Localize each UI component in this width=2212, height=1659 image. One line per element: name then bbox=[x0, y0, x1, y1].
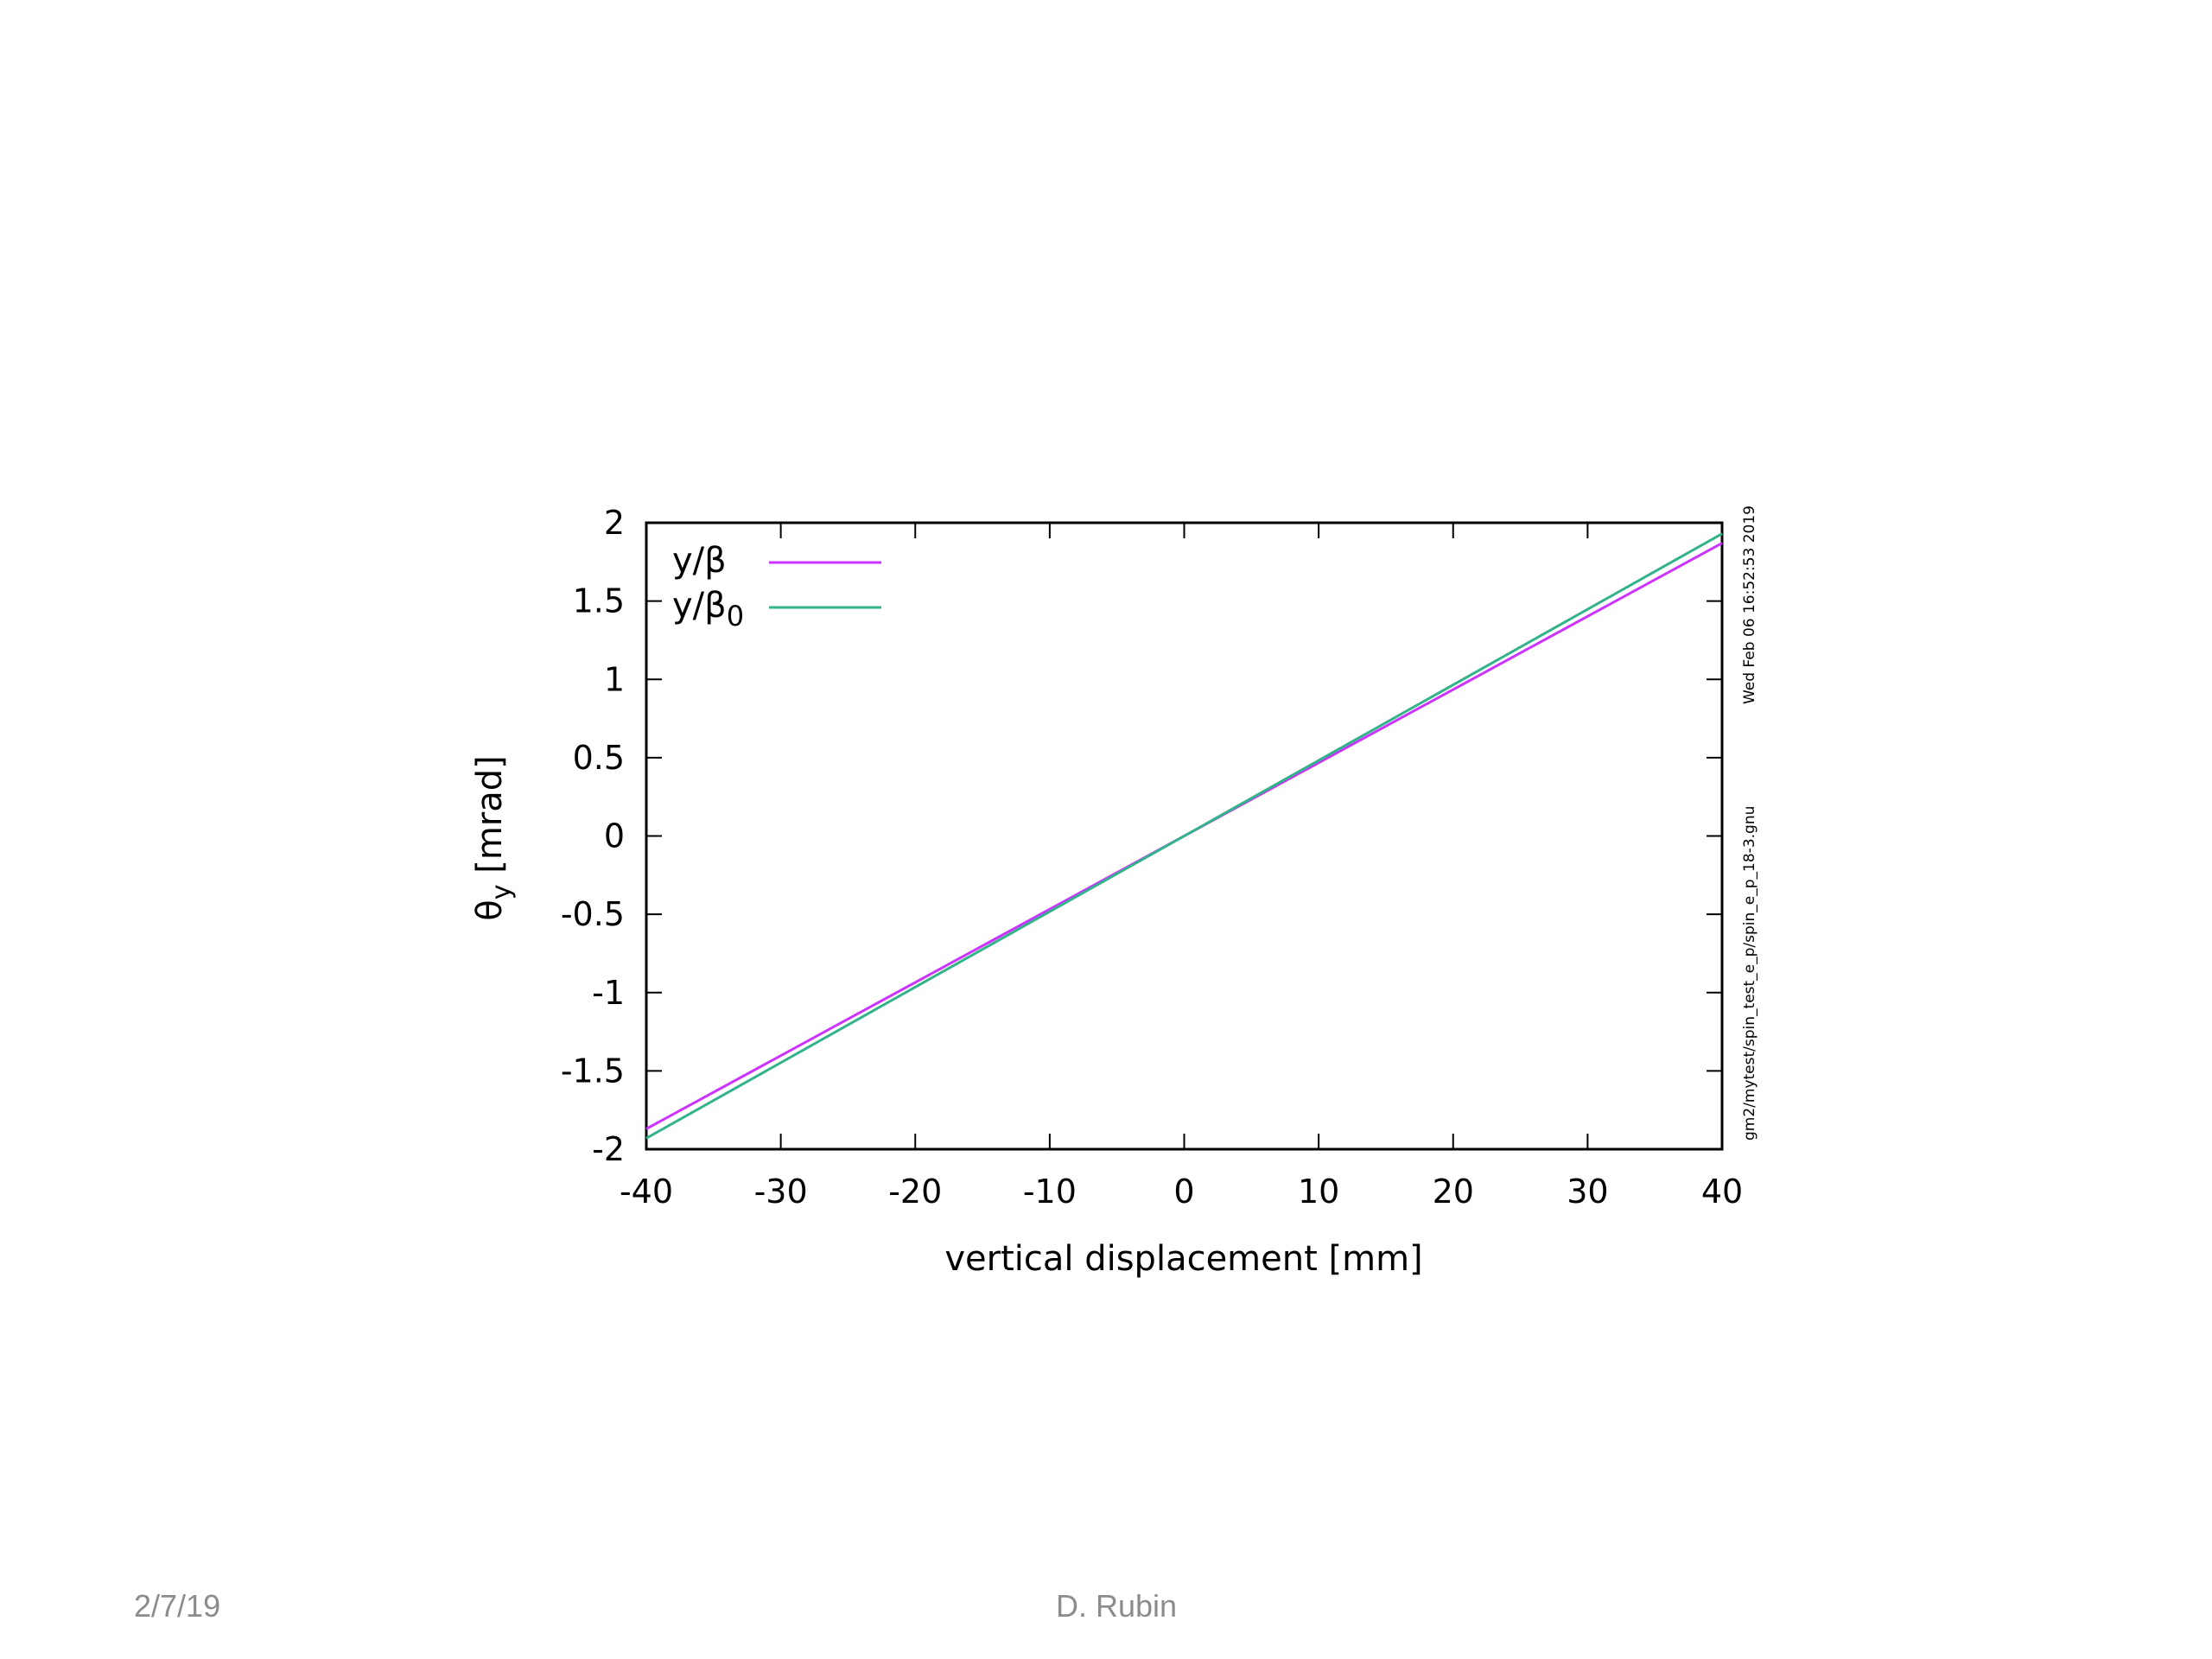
y-tick-label: -1.5 bbox=[561, 1052, 625, 1090]
y-tick-label: 1 bbox=[604, 660, 625, 698]
x-tick-label: -20 bbox=[888, 1173, 942, 1211]
side-annotation-file: gm2/mytest/spin_test_e_p/spin_e_p_18-3.g… bbox=[1741, 806, 1758, 1141]
legend-label-0: y/β bbox=[672, 541, 727, 581]
y-tick-label: -0.5 bbox=[561, 895, 625, 933]
x-tick-label: -40 bbox=[620, 1173, 673, 1211]
x-tick-label: 0 bbox=[1173, 1173, 1194, 1211]
series-line-1 bbox=[645, 532, 1723, 1140]
y-tick-label: -1 bbox=[592, 974, 625, 1012]
footer-author: D. Rubin bbox=[1056, 1588, 1178, 1624]
y-tick-label: 1.5 bbox=[573, 582, 625, 620]
x-tick-label: 40 bbox=[1701, 1173, 1743, 1211]
x-tick-label: 10 bbox=[1298, 1173, 1339, 1211]
x-tick-label: -10 bbox=[1023, 1173, 1077, 1211]
axis-ticks: -40 -30 -20 -10 0 10 20 30 40 2 1.5 1 0.5 0 -0.5 -1 -1.5… bbox=[561, 504, 1743, 1211]
y-tick-label: 0 bbox=[604, 817, 625, 855]
y-tick-label: 0.5 bbox=[573, 739, 625, 777]
legend-label-1: y/β0 bbox=[672, 586, 744, 632]
legend: y/β y/β0 bbox=[672, 541, 881, 632]
x-axis-title: vertical displacement [mm] bbox=[944, 1239, 1422, 1279]
y-tick-label: 2 bbox=[604, 504, 625, 542]
side-annotation-date: Wed Feb 06 16:52:53 2019 bbox=[1741, 505, 1758, 704]
x-tick-label: 30 bbox=[1567, 1173, 1608, 1211]
y-tick-label: -2 bbox=[592, 1130, 625, 1168]
x-tick-label: 20 bbox=[1433, 1173, 1474, 1211]
y-axis-title: θy [mrad] bbox=[470, 755, 517, 921]
series-lines bbox=[645, 532, 1723, 1140]
x-tick-label: -30 bbox=[754, 1173, 808, 1211]
footer-date: 2/7/19 bbox=[134, 1588, 221, 1624]
